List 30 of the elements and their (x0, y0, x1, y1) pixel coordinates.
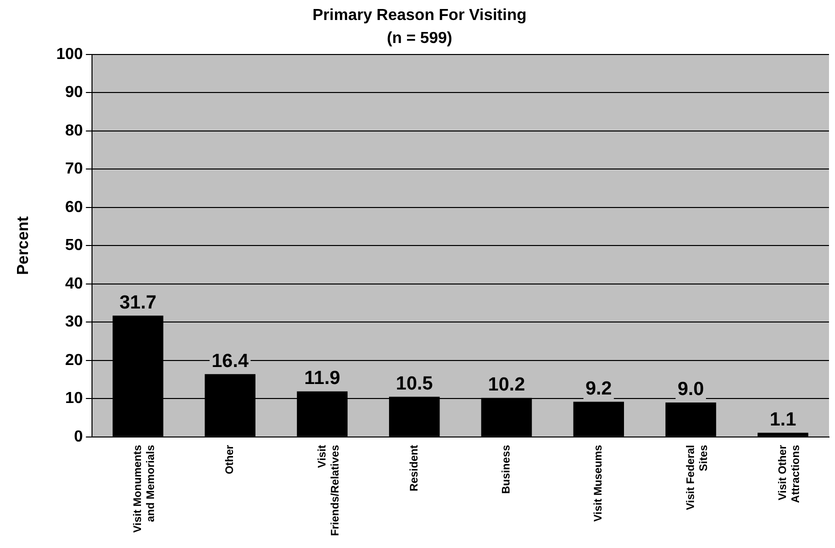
y-tick-label: 40 (65, 275, 83, 292)
x-tick-label: Visit Friends/Relatives (316, 444, 342, 536)
data-label: 31.7 (119, 292, 156, 314)
y-axis-title: Percent (15, 216, 32, 276)
chart-subtitle: (n = 599) (386, 30, 452, 48)
y-tick-label: 80 (65, 122, 83, 140)
y-tick-label: 10 (65, 390, 83, 408)
x-tick-label: Visit Other Attractions (776, 444, 802, 503)
x-tick-label: Visit Museums (592, 444, 605, 522)
x-tick-label: Visit Monuments and Memorials (132, 444, 158, 533)
y-tick-label: 60 (65, 198, 83, 216)
y-tick-label: 30 (65, 314, 83, 331)
y-tick-label: 50 (65, 237, 83, 254)
chart-title: Primary Reason For Visiting (312, 7, 526, 24)
data-label: 1.1 (770, 409, 797, 430)
data-label: 10.2 (488, 374, 526, 396)
x-tick-label: Business (500, 444, 513, 494)
y-tick-label: 70 (65, 160, 83, 178)
y-tick-label: 90 (65, 84, 83, 102)
x-tick-label: Other (224, 444, 236, 474)
x-tick-label: Resident (408, 444, 420, 492)
data-label: 16.4 (212, 350, 250, 372)
data-label: 9.0 (678, 379, 704, 400)
x-tick-label: Visit Federal Sites (684, 444, 710, 510)
data-label: 11.9 (304, 368, 340, 390)
y-tick-label: 0 (74, 428, 83, 446)
y-tick-label: 100 (56, 46, 83, 63)
data-label: 9.2 (585, 378, 612, 400)
data-label: 10.5 (396, 373, 434, 394)
y-tick-label: 20 (65, 352, 83, 369)
